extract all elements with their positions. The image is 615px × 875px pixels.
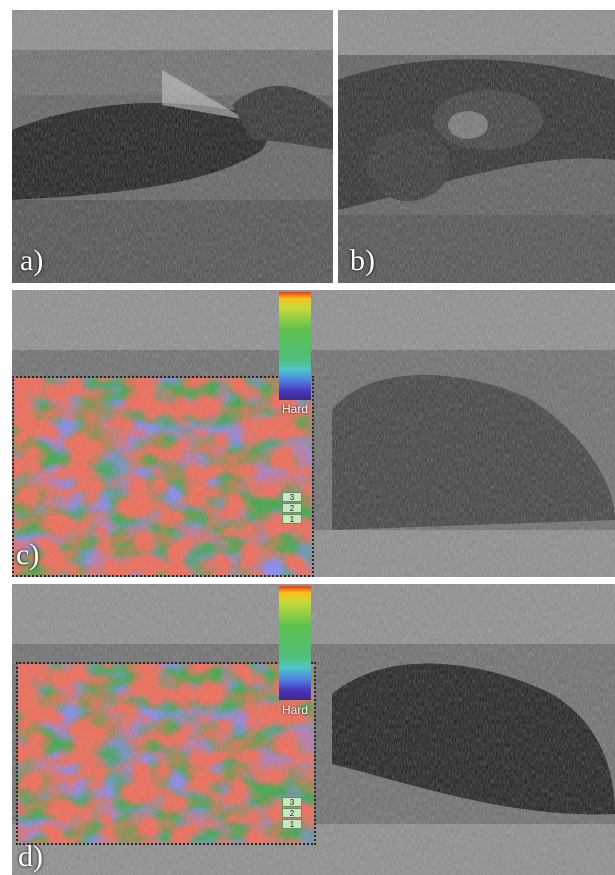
- strain-colorbar-d: [279, 586, 311, 700]
- panel-label-d: d): [18, 840, 43, 873]
- elastography-map-c: [14, 378, 312, 575]
- strain-scale-d: 3 2 1: [282, 797, 302, 830]
- hard-label-d: Hard: [282, 703, 309, 717]
- scale-item: 3: [282, 797, 302, 807]
- hard-label-c: Hard: [282, 402, 309, 416]
- scale-item: 3: [282, 492, 302, 502]
- ultrasound-image-a: [12, 10, 333, 283]
- panel-label-a: a): [20, 244, 44, 277]
- ultrasound-image-b: [338, 10, 615, 283]
- scale-item: 2: [282, 503, 302, 513]
- scale-item: 1: [282, 819, 302, 829]
- strain-colorbar-c: [279, 292, 311, 400]
- elastography-overlay-d: [16, 662, 316, 845]
- scale-item: 2: [282, 808, 302, 818]
- strain-scale-c: 3 2 1: [282, 492, 302, 525]
- scale-item: 1: [282, 514, 302, 524]
- elastography-panel-c: Hard 3 2 1 c): [12, 290, 615, 577]
- panel-label-b: b): [350, 244, 375, 277]
- panel-label-c: c): [16, 538, 40, 571]
- elastography-map-d: [18, 664, 314, 843]
- elastography-panel-d: Hard 3 2 1 d): [12, 584, 615, 875]
- elastography-overlay-c: [12, 376, 314, 577]
- ultrasound-panel-b: b): [338, 10, 615, 283]
- ultrasound-panel-a: a): [12, 10, 333, 283]
